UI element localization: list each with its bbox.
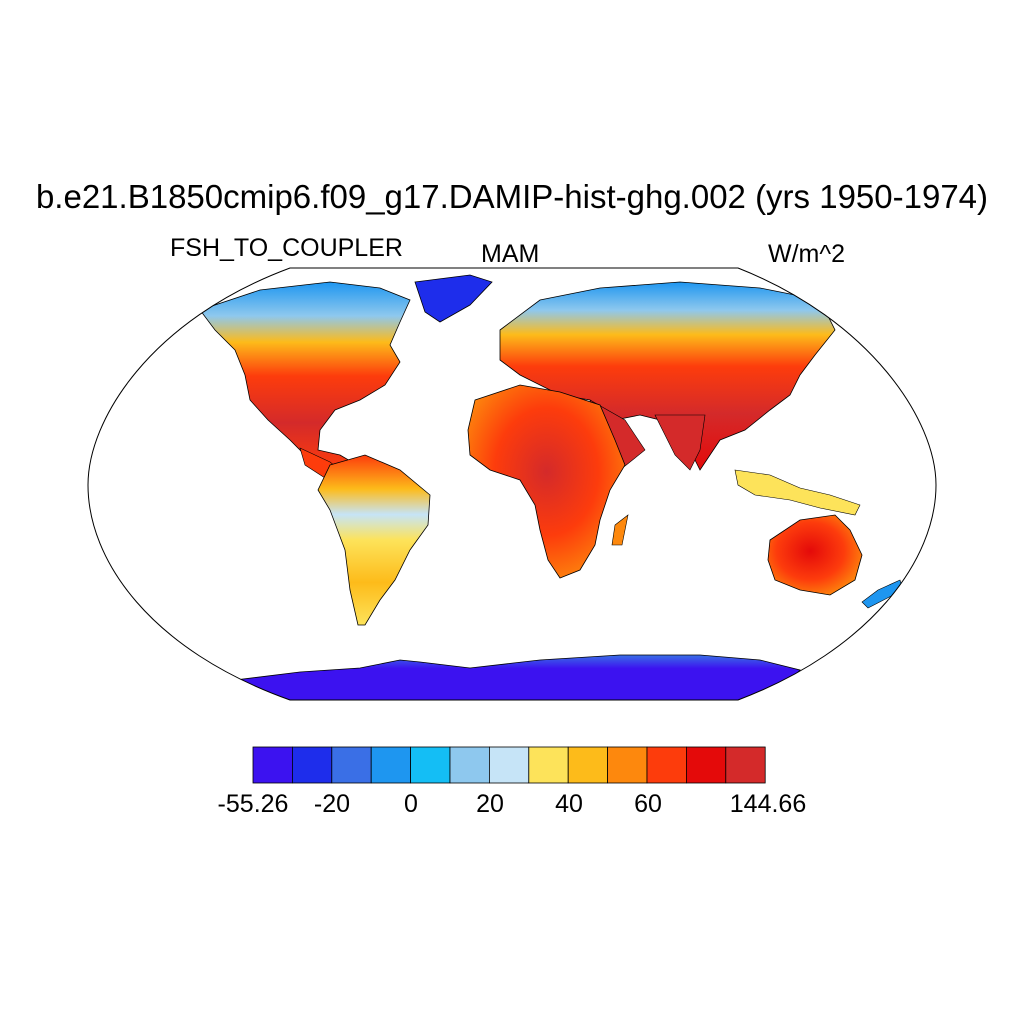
colorbar-swatch [410, 746, 451, 784]
madagascar [611, 514, 629, 546]
colorbar-swatch [291, 746, 333, 784]
colorbar-tick-label: 60 [634, 790, 662, 818]
colorbar-swatch [449, 746, 490, 784]
season-label: MAM [481, 240, 540, 268]
north-america [199, 281, 411, 471]
new-zealand [861, 579, 904, 609]
variable-name: FSH_TO_COUPLER [170, 234, 403, 262]
colorbar-swatch [686, 746, 727, 784]
colorbar-tick-label: 40 [555, 790, 583, 818]
colorbar-swatch [646, 746, 687, 784]
colorbar-tick-label: -20 [313, 790, 351, 818]
map-outline [87, 267, 937, 701]
australia [767, 514, 863, 596]
colorbar-tick-label: 144.66 [729, 790, 807, 818]
colorbar-tick-label: 20 [476, 790, 504, 818]
colorbar-swatch [607, 746, 648, 784]
colorbar-swatch [252, 746, 293, 784]
colorbar-swatch [370, 746, 412, 784]
colorbar-swatch [331, 746, 372, 784]
colorbar-swatch [567, 746, 609, 784]
south-america [317, 454, 431, 626]
africa [467, 384, 626, 579]
colorbar-tick-label: 0 [404, 790, 418, 818]
india [654, 414, 706, 471]
colorbar-swatch [488, 746, 530, 784]
indonesia [734, 469, 861, 516]
colorbar-swatch [528, 746, 569, 784]
greenland [414, 274, 493, 323]
plot-title: b.e21.B1850cmip6.f09_g17.DAMIP-hist-ghg.… [35, 178, 989, 215]
colorbar-tick-label: -55.26 [217, 790, 289, 818]
colorbar-swatch [725, 746, 766, 784]
units-label: W/m^2 [768, 240, 846, 268]
